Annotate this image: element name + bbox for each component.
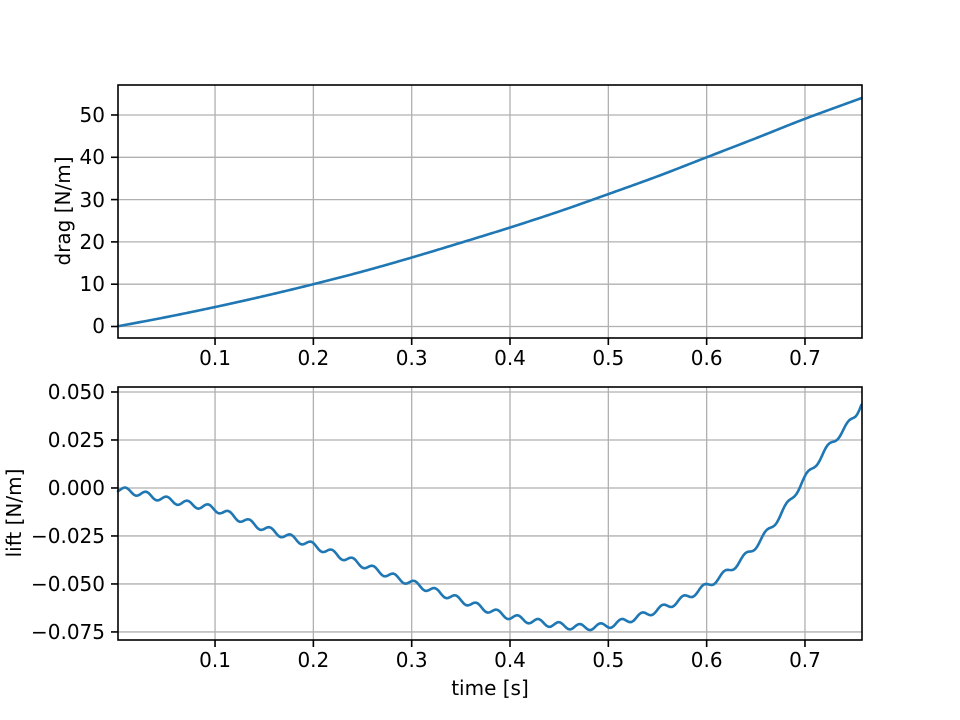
lift-line <box>116 403 863 632</box>
y-tick-label: 50 <box>79 102 105 127</box>
x-tick-label: 0.2 <box>297 648 330 672</box>
y-tick-label: 20 <box>79 229 105 254</box>
lift-chart <box>111 386 863 647</box>
x-tick-label: 0.5 <box>592 346 625 370</box>
x-tick-label: 0.3 <box>395 346 428 370</box>
y-tick-label: 0 <box>92 314 105 339</box>
x-tick-label: 0.7 <box>789 346 821 370</box>
y-tick-label: −0.025 <box>30 523 105 548</box>
y-tick-label: 0.050 <box>47 379 105 404</box>
drag-y-axis-label: drag [N/m] <box>51 156 75 266</box>
x-tick-label: 0.3 <box>395 648 428 672</box>
axes-spine <box>117 84 863 339</box>
time-x-axis-label: time [s] <box>451 676 529 700</box>
x-tick-label: 0.4 <box>494 648 526 672</box>
x-tick-label: 0.5 <box>592 648 625 672</box>
x-tick-label: 0.6 <box>690 648 723 672</box>
y-tick-label: −0.050 <box>30 571 105 596</box>
x-tick-label: 0.1 <box>199 346 231 370</box>
y-tick-label: −0.075 <box>30 619 105 644</box>
y-tick-label: 40 <box>79 145 105 170</box>
x-tick-label: 0.2 <box>297 346 330 370</box>
lift-y-axis-label: lift [N/m] <box>2 468 26 558</box>
axes-spine <box>117 386 863 641</box>
y-tick-label: 30 <box>79 187 105 212</box>
x-tick-label: 0.6 <box>690 346 723 370</box>
y-tick-label: 0.025 <box>47 427 105 452</box>
x-tick-label: 0.4 <box>494 346 526 370</box>
y-tick-label: 10 <box>79 272 105 297</box>
x-tick-label: 0.1 <box>199 648 231 672</box>
drag-line <box>116 96 863 328</box>
drag-chart <box>111 84 863 345</box>
y-tick-label: 0.000 <box>47 475 105 500</box>
x-tick-label: 0.7 <box>789 648 821 672</box>
